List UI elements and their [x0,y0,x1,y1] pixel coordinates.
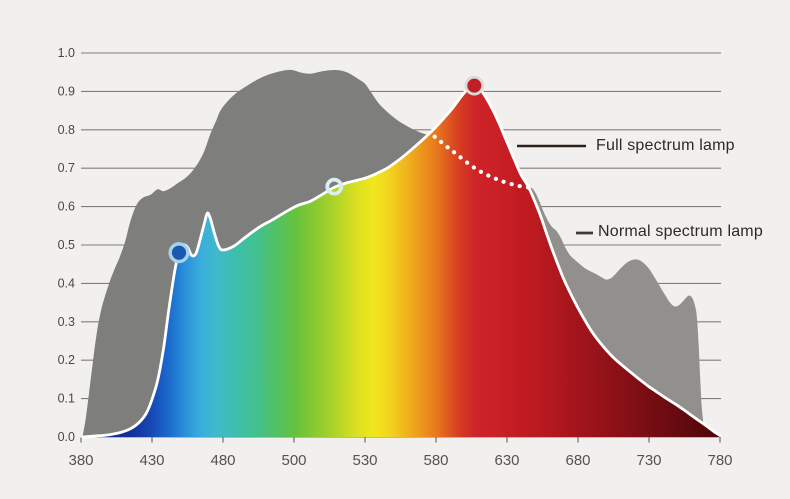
marker-cyan [325,177,344,196]
marker-red-ring [464,75,485,96]
y-axis-label: 0.2 [58,353,75,367]
x-axis: 380 430 480 500 530 580 630 680 730 780 [68,437,733,469]
y-axis-labels: 0.0 0.1 0.2 0.3 0.4 0.5 0.6 0.7 0.8 0.9 1.0 [58,46,75,444]
y-axis-label: 0.9 [58,84,75,98]
y-axis-label: 0.5 [58,238,75,252]
x-axis-label: 680 [565,452,590,469]
x-axis-label: 580 [423,452,448,469]
hidden-normal-curve-dotted [432,134,534,190]
y-axis-label: 0.7 [58,161,75,175]
y-axis-label: 0.6 [58,200,75,214]
marker-red [464,75,485,96]
x-axis-label: 430 [139,452,164,469]
x-axis-label: 780 [707,452,732,469]
x-axis-label: 730 [636,452,661,469]
marker-blue [168,242,190,264]
x-axis-label: 480 [210,452,235,469]
y-axis-label: 0.0 [58,430,75,444]
normal-spectrum-label: Normal spectrum lamp [598,223,763,240]
marker-blue-dot [171,244,187,261]
x-axis-label: 500 [281,452,306,469]
y-axis-label: 0.8 [58,123,75,137]
x-axis-label: 530 [352,452,377,469]
y-axis-label: 1.0 [58,46,75,60]
x-axis-label: 380 [68,452,93,469]
y-axis-label: 0.3 [58,315,75,329]
x-axis-label: 630 [494,452,519,469]
y-axis-label: 0.1 [58,392,75,406]
full-spectrum-label: Full spectrum lamp [596,137,735,154]
marker-cyan-ring [325,177,344,196]
full-spectrum-area [82,84,720,437]
y-axis-label: 0.4 [58,276,75,290]
marker-blue-ring [168,242,190,264]
marker-red-dot [466,78,482,94]
